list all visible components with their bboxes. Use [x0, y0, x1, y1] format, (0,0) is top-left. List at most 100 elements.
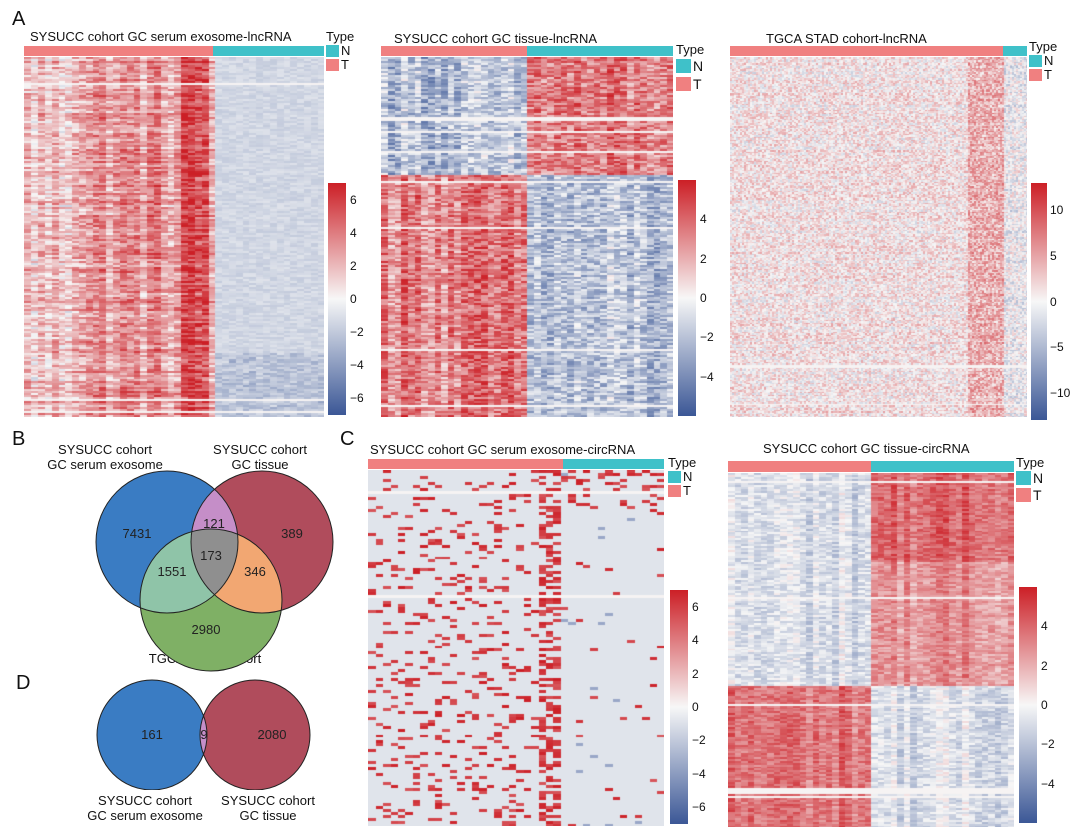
heatmap-canvas [24, 57, 324, 417]
colorbar-tick-label: 6 [692, 599, 699, 614]
venn-outline [190, 470, 334, 614]
type-legend-title: Type [1029, 39, 1058, 54]
venn-circle-exosome [97, 680, 207, 790]
group-annotation-tumor [730, 46, 1004, 56]
venn-set-label-line: GC serum exosome [47, 457, 163, 472]
type-legend-label: T [1044, 67, 1052, 82]
heatmap-title: TGCA STAD cohort-lncRNA [766, 31, 927, 46]
venn-set-label-exosome: SYSUCC cohort GC serum exosome [70, 793, 220, 823]
group-annotation-tumor [728, 461, 871, 472]
swatch-n [1016, 471, 1031, 485]
venn-set-label-tissue: SYSUCC cohort GC tissue [200, 442, 320, 472]
venn-count-all: 173 [200, 548, 222, 563]
colorbar-tick-label: −2 [350, 325, 364, 340]
swatch-n [1029, 55, 1042, 67]
venn-count-tissue-only: 2080 [258, 727, 287, 742]
colorbar-tick-label: −6 [692, 800, 706, 815]
heatmap-canvas [730, 57, 1027, 417]
venn-set-label-tissue: SYSUCC cohort GC tissue [208, 793, 328, 823]
group-annotation-bar [730, 46, 1027, 56]
type-legend-item-n: N [1016, 470, 1044, 487]
colorbar-tick-label: 2 [350, 258, 357, 273]
colorbar [1019, 587, 1037, 823]
colorbar-tick-label: 4 [692, 633, 699, 648]
colorbar-tick-label: −5 [1050, 340, 1064, 355]
type-legend-item-t: T [326, 58, 354, 72]
group-annotation-normal [213, 46, 324, 56]
venn-outline [96, 679, 208, 790]
swatch-t [1016, 488, 1031, 502]
colorbar-tick-label: 0 [692, 700, 699, 714]
swatch-t [1029, 69, 1042, 81]
heatmap-title: SYSUCC cohort GC serum exosome-lncRNA [30, 29, 292, 44]
venn-count-exosome-tissue: 121 [203, 516, 225, 531]
type-legend: Type N T [1029, 39, 1057, 82]
colorbar-tick-label: 0 [1041, 698, 1048, 712]
colorbar [678, 180, 696, 416]
colorbar-tick-label: −6 [350, 391, 364, 406]
type-legend-item-n: N [676, 57, 704, 75]
venn-count-exosome-only: 161 [141, 727, 163, 742]
venn-set-label-line: GC tissue [239, 808, 297, 823]
colorbar-tick-label: 0 [700, 291, 707, 305]
venn-set-label-line: SYSUCC cohort [58, 442, 152, 457]
type-legend-title: Type [326, 29, 355, 44]
swatch-n [326, 45, 339, 57]
colorbar-tick-label: 2 [692, 666, 699, 681]
group-annotation-normal [871, 461, 1014, 472]
panel-letter-b: B [12, 428, 26, 450]
group-annotation-tumor [381, 46, 527, 56]
heatmap-canvas [728, 473, 1014, 827]
heatmap-title: SYSUCC cohort GC tissue-circRNA [763, 441, 970, 456]
venn-b-diagram: 7431 121 389 173 1551 346 2980 [95, 470, 334, 672]
type-legend-item-n: N [326, 44, 354, 58]
venn-count-tcga-only: 2980 [192, 622, 221, 637]
venn-count-exosome-only: 7431 [123, 526, 152, 541]
type-legend-label: N [341, 43, 351, 58]
type-legend-label: T [1033, 487, 1042, 503]
venn-set-label-line: SYSUCC cohort [213, 442, 307, 457]
heatmap-canvas [368, 470, 664, 826]
heatmap-title: SYSUCC cohort GC serum exosome-circRNA [370, 442, 636, 457]
colorbar-tick-label: 4 [1041, 619, 1048, 634]
venn-outline [139, 528, 283, 672]
type-legend-title: Type [1016, 455, 1045, 470]
colorbar-tick-label: 4 [350, 225, 357, 240]
panel-letter-a: A [12, 8, 26, 30]
heatmap-canvas [381, 57, 673, 417]
type-legend-label: T [341, 57, 349, 72]
colorbar-tick-label: 5 [1050, 248, 1057, 263]
colorbar-tick-label: −4 [350, 358, 364, 373]
group-annotation-bar [728, 461, 1014, 472]
heatmap-title: SYSUCC cohort GC tissue-lncRNA [394, 31, 597, 46]
type-legend-item-t: T [1016, 487, 1044, 504]
type-legend-item-n: N [1029, 54, 1057, 68]
type-legend-label: T [683, 483, 691, 498]
type-legend: Type N T [326, 29, 354, 72]
venn-count-tissue-tcga: 346 [244, 564, 266, 579]
venn-count-shared: 9 [200, 727, 207, 742]
colorbar-tick-label: −2 [1041, 737, 1055, 752]
group-annotation-bar [381, 46, 673, 56]
venn-set-label-line: SYSUCC cohort [221, 793, 315, 808]
swatch-n [676, 59, 691, 73]
colorbar-tick-label: −10 [1050, 385, 1071, 400]
group-annotation-normal [1003, 46, 1027, 56]
colorbar-tick-label: −4 [700, 369, 714, 384]
colorbar [670, 590, 688, 824]
colorbar-tick-label: 2 [1041, 658, 1048, 673]
colorbar [328, 183, 346, 415]
colorbar-tick-label: 4 [700, 212, 707, 227]
group-annotation-tumor [368, 459, 564, 469]
venn-outline [199, 679, 311, 790]
group-annotation-bar [368, 459, 664, 469]
swatch-n [668, 471, 681, 483]
colorbar-tick-label: 0 [1050, 294, 1057, 309]
venn-set-label-line: GC tissue [231, 457, 289, 472]
swatch-t [668, 485, 681, 497]
colorbar [1031, 183, 1047, 420]
panel-letter-d: D [16, 672, 31, 694]
venn-count-tissue-only: 389 [281, 526, 303, 541]
panel-letter-c: C [340, 428, 355, 450]
swatch-t [676, 77, 691, 91]
